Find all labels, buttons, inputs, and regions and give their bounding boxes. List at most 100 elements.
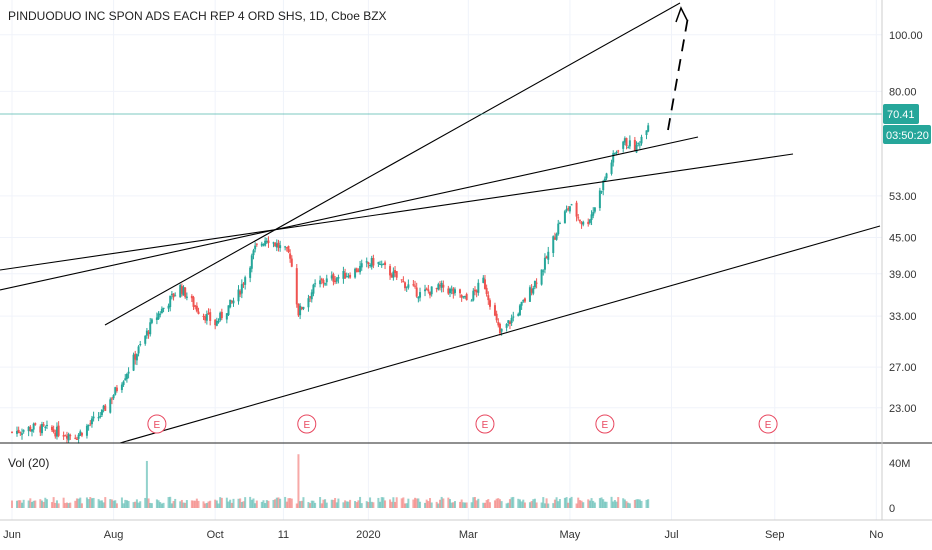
volume-bar (145, 460, 148, 508)
projection-arrowhead[interactable] (675, 6, 688, 23)
candle-body (225, 313, 228, 320)
candle-body (160, 308, 163, 314)
candle-body (483, 279, 486, 289)
volume-bar (404, 503, 407, 508)
earnings-marker[interactable]: E (147, 414, 167, 434)
candle-body (264, 240, 267, 246)
candle-body (640, 136, 643, 144)
candle-body (20, 433, 23, 435)
volume-bar (330, 499, 333, 508)
volume-bar (19, 500, 22, 508)
volume-bar (159, 502, 162, 508)
candle-body (390, 274, 393, 278)
candle-body (115, 387, 118, 391)
candle-body (332, 274, 335, 282)
volume-bar (345, 501, 348, 508)
candle-body (179, 285, 182, 298)
candle-body (290, 258, 293, 267)
candle-body (180, 285, 183, 294)
candle-body (57, 425, 60, 436)
volume-bar (334, 497, 337, 508)
volume-bar (543, 503, 546, 508)
earnings-marker[interactable]: E (297, 414, 317, 434)
volume-bar (530, 501, 533, 508)
candle-body (612, 153, 615, 163)
candle-body (134, 353, 137, 360)
volume-bar (150, 503, 153, 508)
candle-body (470, 300, 473, 302)
volume-bar (355, 502, 358, 508)
candle-body (122, 381, 125, 385)
candle-body (185, 296, 188, 298)
candle-body (80, 433, 83, 436)
candle-body (250, 255, 253, 269)
candle-body (419, 292, 422, 298)
candle-body (475, 290, 478, 293)
volume-bar (424, 502, 427, 508)
volume-bar (578, 500, 581, 508)
price-tick-label: 23.00 (889, 403, 917, 415)
volume-bar (285, 501, 288, 508)
volume-bar (55, 500, 58, 508)
earnings-marker[interactable]: E (475, 414, 495, 434)
volume-bar (102, 502, 105, 508)
price-axis[interactable]: 100.00 80.00 53.00 45.00 39.00 33.00 27.00 23.0… (889, 30, 923, 415)
earnings-marker[interactable]: E (758, 414, 778, 434)
volume-axis: 40M 0 (889, 458, 910, 515)
time-axis[interactable]: Jun Aug Oct 11 2020 Mar May Jul Sep No (3, 529, 883, 541)
volume-bar (488, 502, 491, 508)
candle-body (320, 278, 323, 281)
volume-bar (342, 502, 345, 508)
last-price-badge: 70.41 (883, 104, 919, 124)
candle-body (100, 409, 103, 416)
trendline-mid-1[interactable] (0, 136, 699, 291)
candle-body (262, 244, 265, 246)
candle-body (552, 236, 555, 254)
trendline-lower-channel[interactable] (119, 225, 881, 444)
volume-bar (472, 497, 475, 508)
candle-body (520, 301, 523, 306)
volume-bar (477, 498, 480, 508)
volume-bar (57, 503, 60, 508)
volume-bar (112, 500, 115, 508)
volume-bar (337, 498, 340, 508)
candle-body (50, 426, 53, 431)
trendline-upper-steep[interactable] (104, 2, 681, 326)
trendline-drawings[interactable] (0, 2, 881, 444)
candle-body (627, 147, 630, 149)
volume-bar (139, 501, 142, 508)
volume-bar (425, 499, 428, 508)
volume-bar (74, 500, 77, 508)
trendline-mid-2[interactable] (0, 153, 794, 271)
candle-body (465, 294, 468, 301)
candle-body (89, 423, 92, 425)
volume-bar (390, 501, 393, 508)
volume-bar (570, 496, 573, 508)
candle-body (558, 223, 561, 225)
candle-body (542, 270, 545, 272)
volume-bar (322, 499, 325, 508)
candle-body (367, 262, 370, 265)
volume-bar (104, 497, 107, 508)
candle-body (570, 204, 573, 206)
last-price-value: 70.41 (887, 109, 915, 121)
volume-bar (295, 503, 298, 508)
candle-body (370, 257, 373, 267)
candle-body (69, 435, 72, 437)
candle-body (220, 311, 223, 319)
volume-bar (274, 499, 277, 508)
volume-bar (157, 500, 160, 508)
candle-body (202, 315, 205, 317)
volume-bar (498, 499, 501, 508)
candle-body (32, 423, 35, 430)
volume-bar (462, 502, 465, 508)
candle-body (439, 285, 442, 287)
earnings-marker[interactable]: E (595, 414, 615, 434)
candle-body (132, 354, 135, 371)
candle-body (568, 206, 571, 212)
earnings-marker-label: E (765, 420, 772, 431)
candle-body (449, 288, 452, 294)
candle-body (314, 283, 317, 285)
